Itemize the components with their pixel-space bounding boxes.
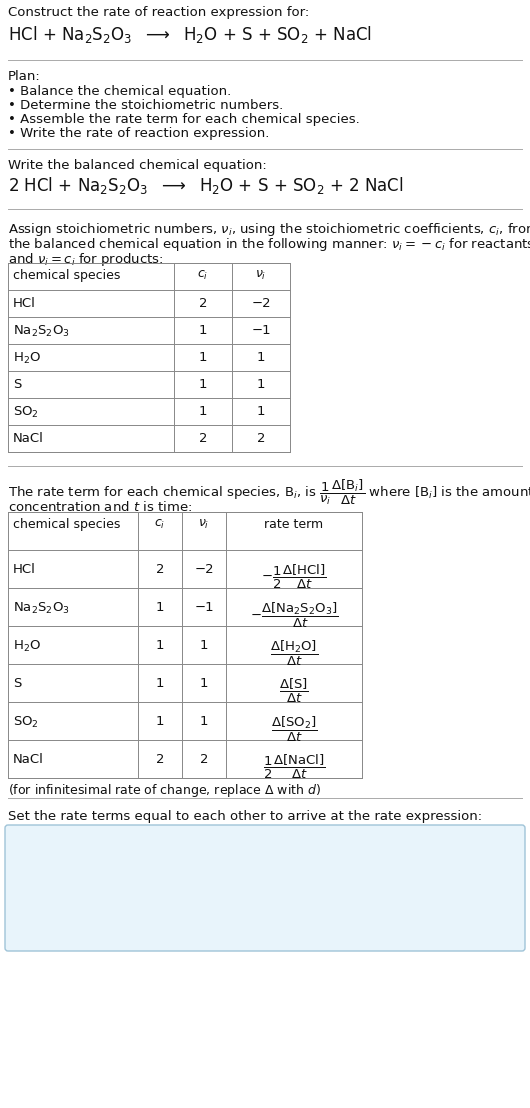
Text: 1: 1 bbox=[156, 677, 164, 690]
Text: 1: 1 bbox=[200, 677, 208, 690]
Text: 1: 1 bbox=[156, 601, 164, 614]
Text: −1: −1 bbox=[251, 324, 271, 337]
Text: 2: 2 bbox=[200, 753, 208, 766]
Text: HCl + Na$_2$S$_2$O$_3$  $\longrightarrow$  H$_2$O + S + SO$_2$ + NaCl: HCl + Na$_2$S$_2$O$_3$ $\longrightarrow$… bbox=[8, 24, 372, 45]
Text: Na$_2$S$_2$O$_3$: Na$_2$S$_2$O$_3$ bbox=[13, 324, 70, 339]
Text: Answer:: Answer: bbox=[18, 837, 71, 849]
Text: NaCl: NaCl bbox=[13, 753, 44, 766]
Text: $-\dfrac{1}{2}\dfrac{\Delta[\mathrm{HCl}]}{\Delta t}$: $-\dfrac{1}{2}\dfrac{\Delta[\mathrm{HCl}… bbox=[261, 563, 326, 592]
Text: NaCl: NaCl bbox=[13, 432, 44, 445]
Text: $c_i$: $c_i$ bbox=[154, 519, 166, 531]
Text: S: S bbox=[13, 378, 21, 391]
Text: Plan:: Plan: bbox=[8, 70, 41, 83]
Text: HCl: HCl bbox=[13, 563, 36, 576]
Text: $\nu_i$: $\nu_i$ bbox=[255, 269, 267, 283]
Text: 1: 1 bbox=[257, 406, 265, 418]
Text: SO$_2$: SO$_2$ bbox=[13, 406, 39, 420]
Text: chemical species: chemical species bbox=[13, 519, 120, 531]
Text: HCl: HCl bbox=[13, 297, 36, 310]
Text: • Assemble the rate term for each chemical species.: • Assemble the rate term for each chemic… bbox=[8, 113, 360, 126]
Text: 1: 1 bbox=[257, 351, 265, 365]
Text: rate $= -\dfrac{1}{2}\dfrac{\Delta[\mathrm{HCl}]}{\Delta t} = -\dfrac{\Delta[\ma: rate $= -\dfrac{1}{2}\dfrac{\Delta[\math… bbox=[40, 856, 491, 885]
Text: $\dfrac{\Delta[\mathrm{SO_2}]}{\Delta t}$: $\dfrac{\Delta[\mathrm{SO_2}]}{\Delta t}… bbox=[271, 715, 317, 745]
Text: 2: 2 bbox=[199, 432, 207, 445]
Text: and $\nu_i = c_i$ for products:: and $\nu_i = c_i$ for products: bbox=[8, 252, 164, 268]
Text: SO$_2$: SO$_2$ bbox=[13, 715, 39, 730]
Text: 1: 1 bbox=[199, 324, 207, 337]
Text: 2: 2 bbox=[156, 753, 164, 766]
Text: 1: 1 bbox=[200, 639, 208, 652]
Text: $\dfrac{\Delta[\mathrm{S}]}{\Delta t}$: $\dfrac{\Delta[\mathrm{S}]}{\Delta t}$ bbox=[279, 677, 309, 705]
Text: • Determine the stoichiometric numbers.: • Determine the stoichiometric numbers. bbox=[8, 99, 283, 112]
Text: 2: 2 bbox=[199, 297, 207, 310]
Text: −2: −2 bbox=[194, 563, 214, 576]
FancyBboxPatch shape bbox=[5, 825, 525, 951]
Text: (for infinitesimal rate of change, replace Δ with $d$): (for infinitesimal rate of change, repla… bbox=[8, 782, 321, 799]
Text: chemical species: chemical species bbox=[13, 269, 120, 283]
Text: 2 HCl + Na$_2$S$_2$O$_3$  $\longrightarrow$  H$_2$O + S + SO$_2$ + 2 NaCl: 2 HCl + Na$_2$S$_2$O$_3$ $\longrightarro… bbox=[8, 175, 404, 196]
Text: the balanced chemical equation in the following manner: $\nu_i = -c_i$ for react: the balanced chemical equation in the fo… bbox=[8, 236, 530, 253]
Text: −1: −1 bbox=[194, 601, 214, 614]
Text: −2: −2 bbox=[251, 297, 271, 310]
Text: Construct the rate of reaction expression for:: Construct the rate of reaction expressio… bbox=[8, 6, 309, 19]
Text: H$_2$O: H$_2$O bbox=[13, 351, 41, 366]
Text: • Write the rate of reaction expression.: • Write the rate of reaction expression. bbox=[8, 127, 269, 140]
Text: 1: 1 bbox=[156, 639, 164, 652]
Text: Set the rate terms equal to each other to arrive at the rate expression:: Set the rate terms equal to each other t… bbox=[8, 810, 482, 823]
Text: 1: 1 bbox=[199, 406, 207, 418]
Text: $\nu_i$: $\nu_i$ bbox=[198, 519, 210, 531]
Text: Assign stoichiometric numbers, $\nu_i$, using the stoichiometric coefficients, $: Assign stoichiometric numbers, $\nu_i$, … bbox=[8, 220, 530, 238]
Text: • Balance the chemical equation.: • Balance the chemical equation. bbox=[8, 85, 231, 98]
Text: 2: 2 bbox=[257, 432, 265, 445]
Text: 1: 1 bbox=[156, 715, 164, 728]
Text: 1: 1 bbox=[200, 715, 208, 728]
Text: S: S bbox=[13, 677, 21, 690]
Text: 2: 2 bbox=[156, 563, 164, 576]
Text: (assuming constant volume and no accumulation of intermediates or side products): (assuming constant volume and no accumul… bbox=[18, 906, 515, 919]
Text: $\dfrac{1}{2}\dfrac{\Delta[\mathrm{NaCl}]}{\Delta t}$: $\dfrac{1}{2}\dfrac{\Delta[\mathrm{NaCl}… bbox=[263, 753, 325, 781]
Text: rate term: rate term bbox=[264, 519, 323, 531]
Text: Na$_2$S$_2$O$_3$: Na$_2$S$_2$O$_3$ bbox=[13, 601, 70, 616]
Text: $-\dfrac{\Delta[\mathrm{Na_2S_2O_3}]}{\Delta t}$: $-\dfrac{\Delta[\mathrm{Na_2S_2O_3}]}{\D… bbox=[250, 601, 338, 630]
Text: $\dfrac{\Delta[\mathrm{H_2O}]}{\Delta t}$: $\dfrac{\Delta[\mathrm{H_2O}]}{\Delta t}… bbox=[270, 639, 318, 668]
Text: 1: 1 bbox=[199, 378, 207, 391]
Text: Write the balanced chemical equation:: Write the balanced chemical equation: bbox=[8, 160, 267, 172]
Bar bbox=[8, 263, 290, 452]
Text: 1: 1 bbox=[199, 351, 207, 365]
Text: 1: 1 bbox=[257, 378, 265, 391]
Bar bbox=[8, 512, 362, 778]
Text: concentration and $t$ is time:: concentration and $t$ is time: bbox=[8, 500, 192, 514]
Text: The rate term for each chemical species, B$_i$, is $\dfrac{1}{\nu_i}\dfrac{\Delt: The rate term for each chemical species,… bbox=[8, 478, 530, 507]
Text: $c_i$: $c_i$ bbox=[197, 269, 209, 283]
Text: H$_2$O: H$_2$O bbox=[13, 639, 41, 654]
